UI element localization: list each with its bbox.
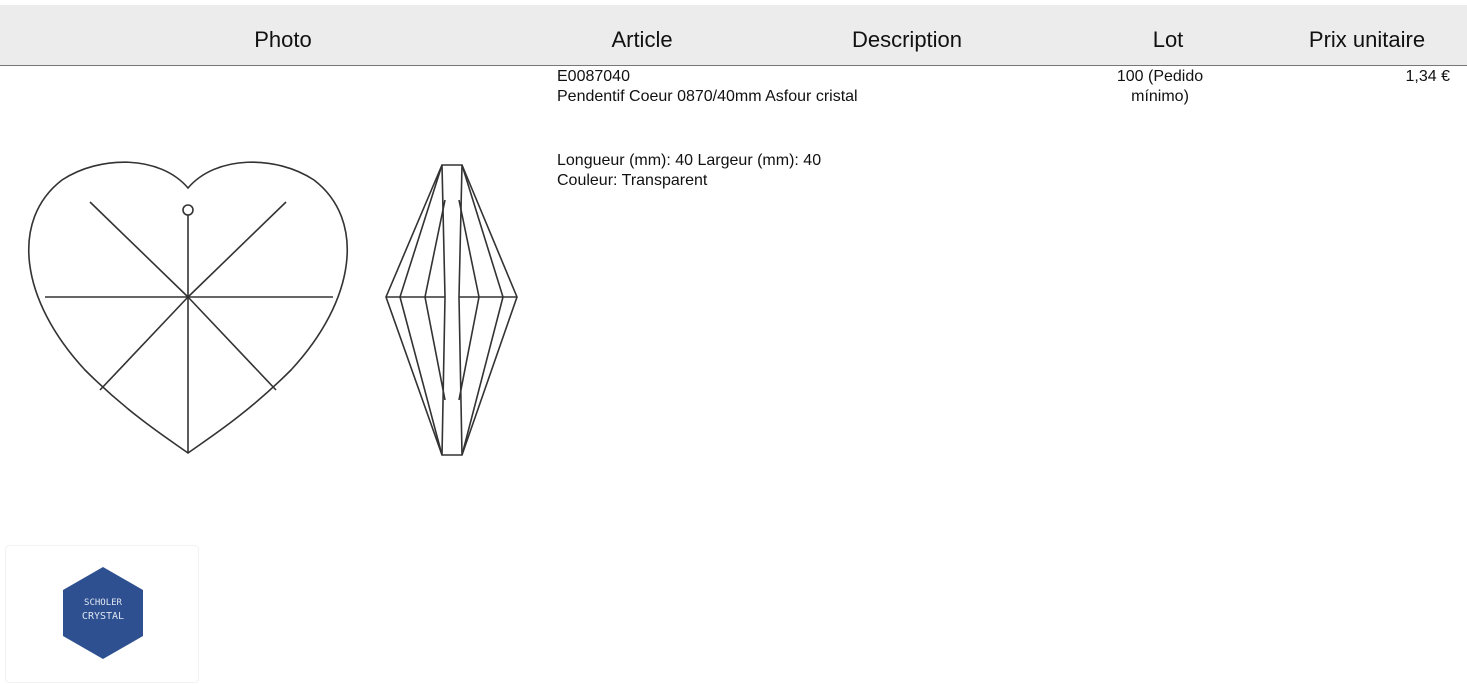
logo-text: CRYSTAL	[82, 611, 124, 622]
logo-frame	[5, 545, 199, 683]
logo-text: SCHOLER	[84, 598, 123, 608]
header-cell: Prix unitaire	[1308, 27, 1426, 52]
header-cell: Article	[611, 27, 673, 52]
table-header: Photo Article Description Lot Prix unita…	[0, 5, 1467, 66]
logo: SCHOLER CRYSTAL	[63, 567, 143, 659]
lot: 100 (Pedido mínimo)	[1116, 68, 1204, 105]
product-photo	[27, 161, 518, 456]
price: 1,34 €	[1405, 68, 1450, 85]
header-cell: Lot	[1152, 27, 1184, 52]
description: Pendentif Coeur 0870/40mm Asfour cristal	[557, 88, 858, 105]
header-cell: Photo	[254, 27, 312, 52]
color: Couleur: Transparent	[557, 172, 708, 189]
header-cell: Description	[851, 27, 963, 52]
article-code: E0087040	[557, 68, 630, 85]
dimensions: Longueur (mm): 40 Largeur (mm): 40	[557, 152, 822, 169]
